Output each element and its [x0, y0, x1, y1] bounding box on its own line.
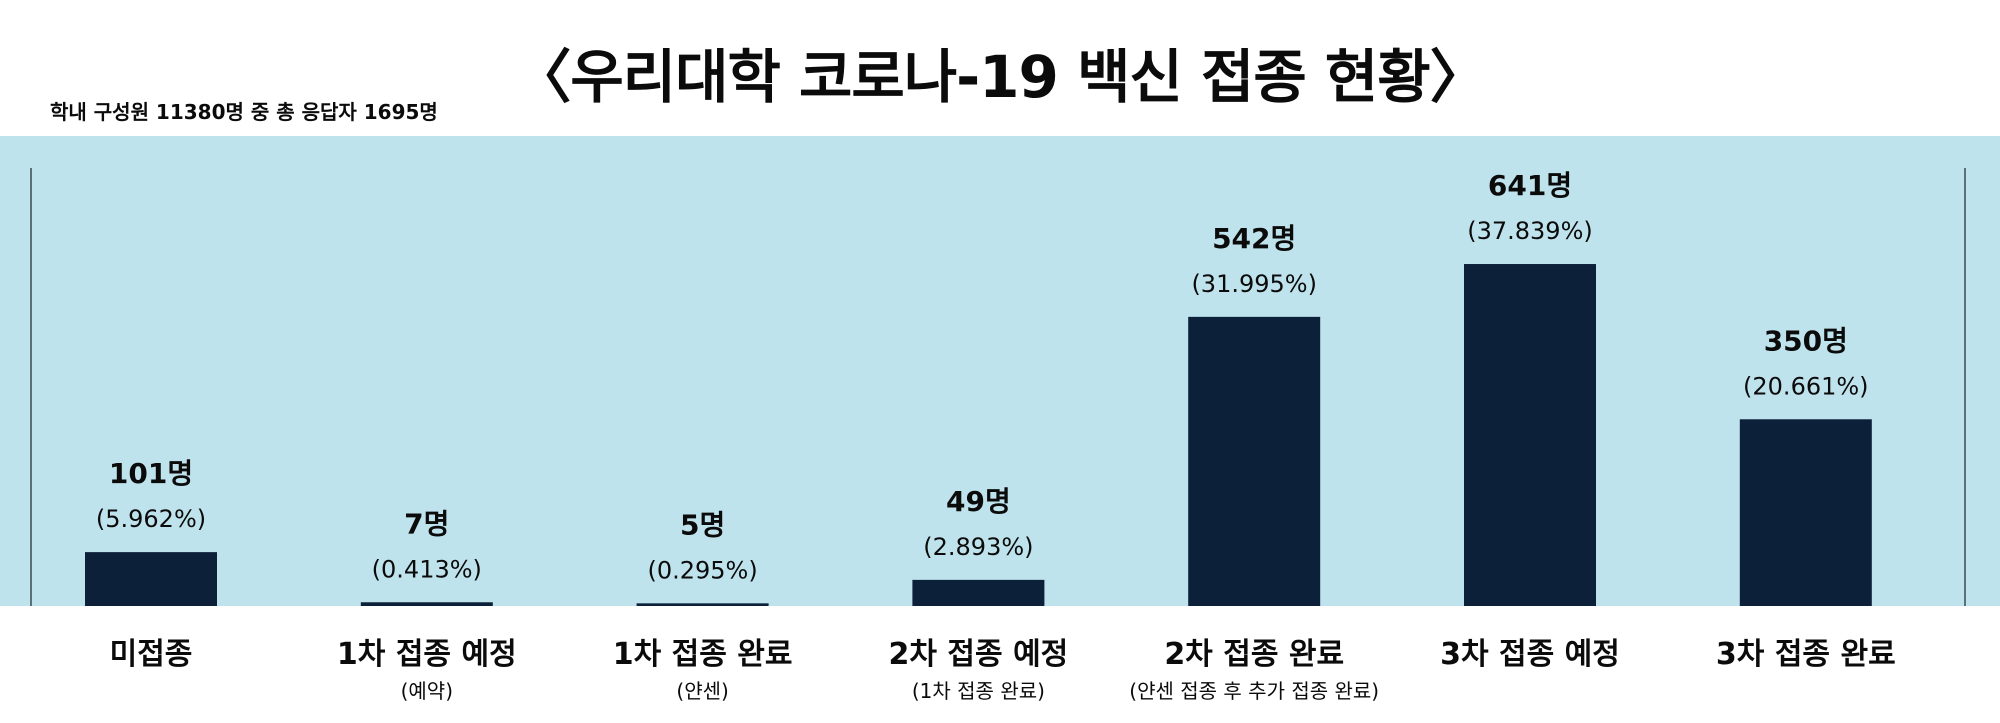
x-tick-label: 미접종 — [110, 637, 193, 672]
bar — [1739, 419, 1872, 606]
data-label-count: 7명 — [404, 507, 449, 540]
chart-subtitle: 학내 구성원 11380명 중 총 응답자 1695명 — [50, 100, 438, 124]
data-label-percent: (37.839%) — [1467, 217, 1593, 245]
x-tick-sublabel: (얀센) — [676, 679, 728, 703]
x-tick-label: 1차 접종 완료 — [613, 637, 793, 672]
x-tick-label: 2차 접종 예정 — [889, 637, 1069, 672]
x-tick-label: 3차 접종 예정 — [1440, 637, 1620, 672]
x-tick-label: 2차 접종 완료 — [1164, 637, 1344, 672]
data-label-percent: (0.413%) — [372, 555, 482, 583]
x-tick-sublabel: (얀센 접종 후 추가 접종 완료) — [1129, 679, 1379, 703]
x-tick-label: 1차 접종 예정 — [337, 637, 517, 672]
bar — [1188, 316, 1321, 606]
bar — [360, 602, 493, 606]
data-label-count: 350명 — [1764, 324, 1848, 357]
data-label-count: 101명 — [109, 457, 193, 490]
data-label-count: 641명 — [1488, 169, 1572, 202]
data-label-percent: (5.962%) — [96, 505, 206, 533]
bar — [912, 579, 1045, 606]
bar — [636, 603, 769, 606]
data-label-percent: (31.995%) — [1191, 270, 1317, 298]
chart-title: 〈우리대학 코로나-19 백신 접종 현황〉 — [513, 43, 1487, 111]
data-label-count: 49명 — [946, 485, 1011, 518]
data-label-percent: (20.661%) — [1743, 372, 1869, 400]
data-label-percent: (0.295%) — [647, 556, 757, 584]
data-label-count: 542명 — [1212, 222, 1296, 255]
x-tick-sublabel: (1차 접종 완료) — [912, 679, 1045, 703]
data-label-count: 5명 — [680, 508, 725, 541]
plot-background — [0, 136, 2000, 606]
bar — [85, 552, 217, 606]
bar — [1464, 264, 1596, 606]
x-tick-label: 3차 접종 완료 — [1716, 637, 1896, 672]
x-tick-sublabel: (예약) — [401, 679, 453, 703]
data-label-percent: (2.893%) — [923, 533, 1033, 561]
